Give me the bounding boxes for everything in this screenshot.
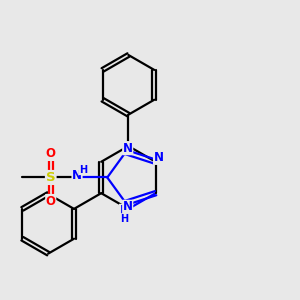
Text: S: S [46, 171, 56, 184]
Text: N: N [119, 204, 130, 218]
Text: N: N [123, 142, 133, 154]
Text: H: H [79, 165, 87, 175]
Text: O: O [46, 147, 56, 161]
Text: O: O [46, 194, 56, 208]
Text: N: N [154, 152, 164, 164]
Text: N: N [123, 200, 133, 213]
Text: N: N [72, 169, 82, 182]
Text: H: H [120, 214, 128, 224]
